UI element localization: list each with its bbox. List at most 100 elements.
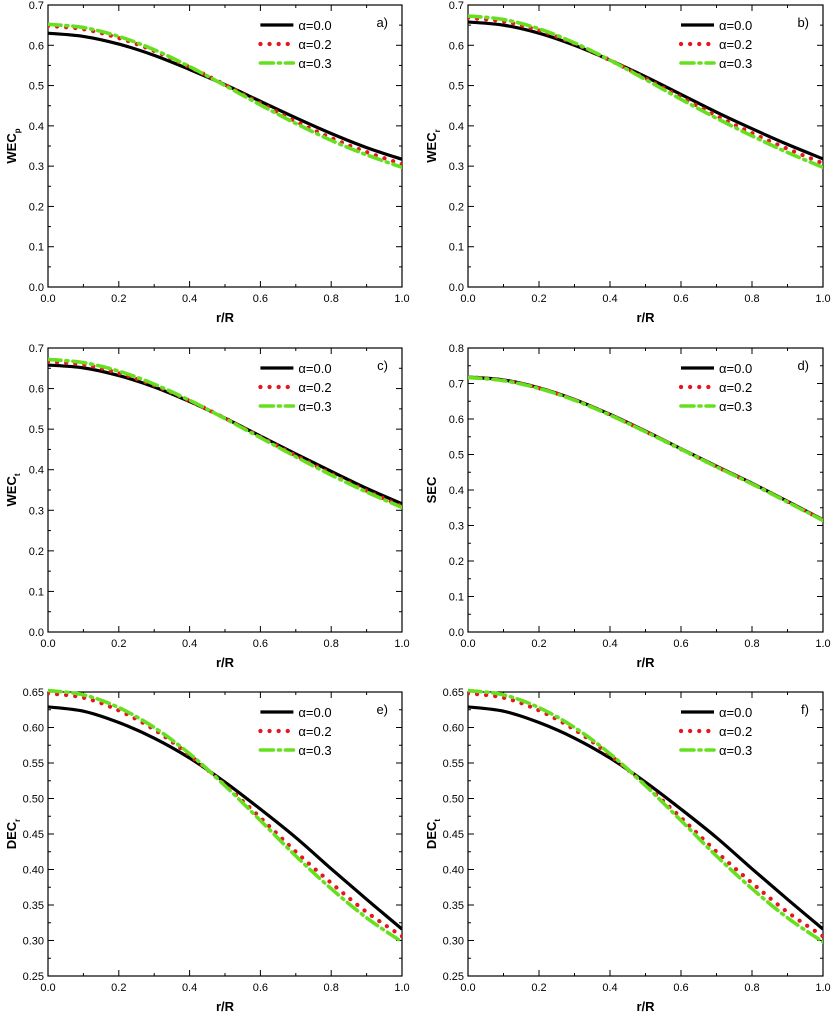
x-axis-label: r/R [216, 310, 235, 325]
legend-label-2: α=0.2 [298, 37, 331, 52]
chart-panel-f: 0.0 0.2 0.4 0.6 0.8 1.0 0.25 0.30 0.35 0.40 0.45 0.… [424, 687, 831, 1014]
series-line-1 [468, 705, 823, 931]
y-tick-label: 0.30 [23, 936, 44, 948]
y-tick-label: 0.7 [29, 343, 44, 355]
y-axis-label-main: WEC [4, 476, 19, 507]
legend-label-1: α=0.0 [719, 18, 752, 33]
y-tick-label: 0.3 [29, 505, 44, 517]
x-tick-label: 0.8 [324, 982, 339, 994]
y-tick-label: 0.0 [29, 282, 44, 294]
y-axis-label-main: WEC [4, 133, 19, 164]
series-line-3 [468, 14, 823, 170]
y-axis-label-main: DEC [4, 821, 19, 849]
legend-label-1: α=0.0 [298, 361, 331, 376]
x-tick-label: 0.6 [673, 293, 688, 305]
x-tick-label: 0.0 [40, 982, 55, 994]
x-axis-label: r/R [636, 999, 655, 1014]
y-tick-label: 0.40 [443, 865, 464, 877]
panel-letter: b) [797, 15, 809, 30]
x-tick-label: 0.6 [673, 982, 688, 994]
y-axis-label: DECr [4, 819, 22, 850]
y-tick-label: 0.0 [449, 282, 464, 294]
x-tick-label: 0.4 [602, 638, 617, 650]
y-tick-label: 0.5 [449, 450, 464, 462]
series-line-3 [48, 22, 402, 170]
legend-label-3: α=0.3 [719, 399, 752, 414]
x-tick-label: 1.0 [394, 293, 409, 305]
y-tick-label: 0.6 [449, 414, 464, 426]
x-tick-label: 1.0 [815, 293, 830, 305]
y-tick-label: 0.2 [29, 201, 44, 213]
series-line-3 [468, 688, 823, 944]
y-tick-label: 0.65 [23, 687, 44, 699]
y-tick-label: 0.3 [449, 161, 464, 173]
x-tick-label: 0.6 [253, 293, 268, 305]
y-tick-label: 0.1 [449, 592, 464, 604]
x-axis-label: r/R [216, 655, 235, 670]
series-line-2 [468, 15, 823, 166]
x-tick-label: 0.0 [460, 638, 475, 650]
series-line-1 [468, 20, 823, 161]
y-axis-label-subscript: t [433, 819, 442, 822]
y-tick-label: 0.55 [23, 758, 44, 770]
chart-panel-d: 0.0 0.2 0.4 0.6 0.8 1.0 0.0 0.1 0.2 0.3 0.4 0.5 0.6 0… [424, 343, 831, 670]
legend-label-3: α=0.3 [719, 743, 752, 758]
series-line-1 [468, 375, 823, 522]
y-tick-label: 0.30 [443, 936, 464, 948]
series-line-2 [468, 691, 823, 939]
legend-label-3: α=0.3 [298, 56, 331, 71]
x-tick-label: 0.4 [182, 293, 197, 305]
y-tick-label: 0.50 [443, 794, 464, 806]
x-tick-label: 0.0 [460, 293, 475, 305]
x-tick-label: 0.0 [40, 293, 55, 305]
x-tick-label: 0.2 [111, 293, 126, 305]
x-tick-label: 0.0 [40, 638, 55, 650]
series-line-3 [48, 357, 402, 510]
legend-label-3: α=0.3 [298, 743, 331, 758]
chart-panel-a: 0.0 0.2 0.4 0.6 0.8 1.0 0.0 0.1 0.2 0.3 0.4 0.5 0.6 0… [4, 0, 410, 325]
y-axis-label: WECt [4, 473, 22, 506]
x-tick-label: 0.2 [111, 638, 126, 650]
y-tick-label: 0.2 [449, 556, 464, 568]
x-tick-label: 0.8 [744, 638, 759, 650]
x-tick-label: 0.6 [673, 638, 688, 650]
x-tick-label: 0.2 [111, 982, 126, 994]
legend-label-2: α=0.2 [719, 724, 752, 739]
legend-label-1: α=0.0 [298, 18, 331, 33]
panel-letter: c) [377, 358, 388, 373]
y-tick-label: 0.65 [443, 687, 464, 699]
legend-label-3: α=0.3 [719, 56, 752, 71]
y-tick-label: 0.3 [449, 521, 464, 533]
y-tick-label: 0.25 [443, 971, 464, 983]
y-tick-label: 0.5 [29, 424, 44, 436]
y-axis-label: WECp [4, 128, 22, 163]
y-tick-label: 0.3 [29, 161, 44, 173]
x-tick-label: 0.4 [182, 638, 197, 650]
plot-frame [47, 347, 403, 633]
y-tick-label: 0.4 [29, 465, 44, 477]
y-tick-label: 0.35 [23, 900, 44, 912]
y-tick-label: 0.4 [449, 485, 464, 497]
x-tick-label: 0.8 [744, 982, 759, 994]
y-tick-label: 0.55 [443, 758, 464, 770]
y-tick-label: 0.7 [449, 379, 464, 391]
legend-label-2: α=0.2 [298, 724, 331, 739]
y-tick-label: 0.2 [449, 201, 464, 213]
x-tick-label: 0.8 [324, 293, 339, 305]
y-tick-label: 0.1 [449, 242, 464, 254]
legend-label-1: α=0.0 [298, 705, 331, 720]
x-tick-label: 0.6 [253, 638, 268, 650]
x-tick-label: 0.2 [531, 293, 546, 305]
legend-label-3: α=0.3 [298, 399, 331, 414]
y-tick-label: 0.40 [23, 865, 44, 877]
series-line-3 [468, 375, 823, 523]
x-axis-label: r/R [216, 999, 235, 1014]
y-tick-label: 0.45 [443, 829, 464, 841]
y-tick-label: 0.7 [29, 0, 44, 12]
x-tick-label: 0.6 [253, 982, 268, 994]
y-tick-label: 0.8 [449, 343, 464, 355]
plot-frame [47, 691, 403, 977]
y-axis-label: DECt [424, 819, 442, 849]
y-tick-label: 0.5 [29, 81, 44, 93]
